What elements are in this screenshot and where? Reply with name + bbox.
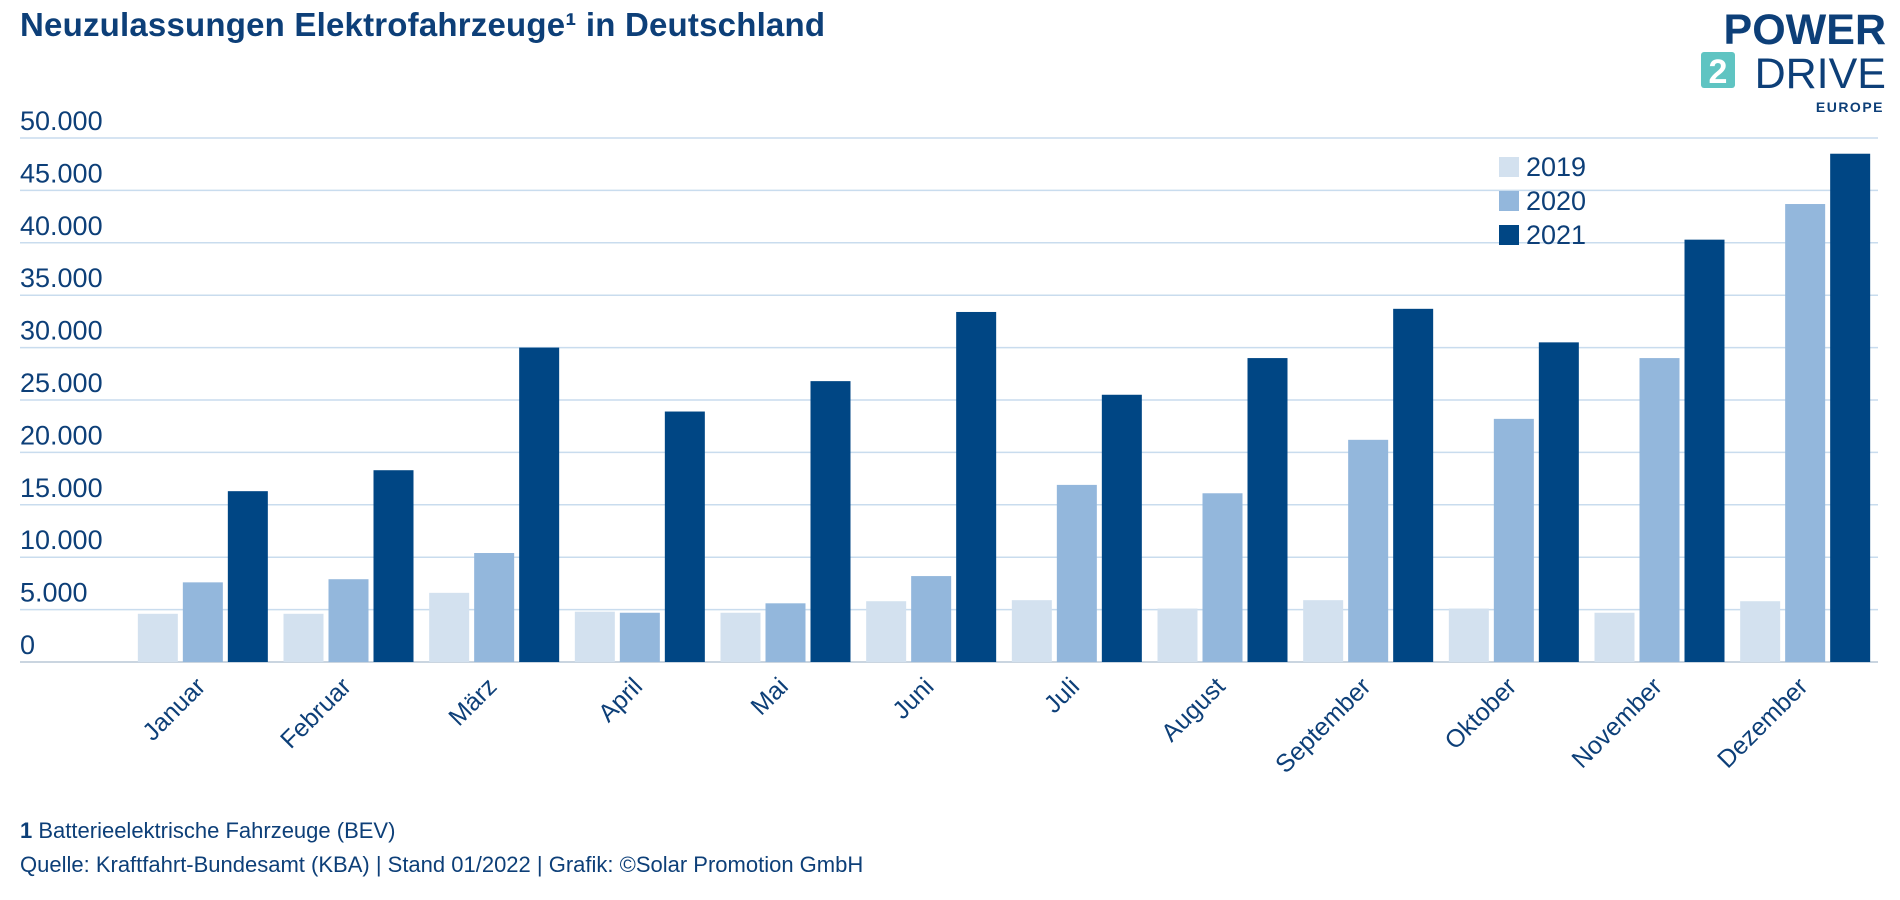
footnote-text: Batterieelektrische Fahrzeuge (BEV) <box>38 818 396 843</box>
x-tick-label: März <box>443 672 502 731</box>
bar-2019-juli <box>1011 600 1052 662</box>
bar-2021-oktober <box>1538 342 1579 662</box>
y-tick-label: 35.000 <box>20 263 103 293</box>
footnote-number: 1 <box>20 818 33 843</box>
legend-swatch-2020 <box>1499 191 1519 211</box>
x-tick-label: September <box>1270 672 1376 778</box>
bar-2019-januar <box>137 613 178 662</box>
logo-europe-text: EUROPE <box>1816 99 1884 115</box>
bar-2021-märz <box>519 347 560 662</box>
x-tick-label: Juni <box>887 672 939 724</box>
x-tick-label: Dezember <box>1712 672 1813 773</box>
bar-2020-januar <box>182 582 223 662</box>
y-axis-ticks: 0 5.000 10.000 15.000 20.000 25.000 30.000 35.0… <box>20 106 103 660</box>
bar-2019-april <box>574 611 615 662</box>
y-tick-label: 25.000 <box>20 368 103 398</box>
bar-2021-september <box>1393 308 1434 662</box>
chart-title: Neuzulassungen Elektrofahrzeuge¹ in Deut… <box>20 6 826 43</box>
x-tick-label: November <box>1566 672 1667 773</box>
bar-2021-april <box>664 411 705 662</box>
y-tick-label: 5.000 <box>20 578 88 608</box>
x-tick-label: Juli <box>1039 672 1085 718</box>
bar-2021-dezember <box>1830 153 1871 662</box>
x-tick-label: Oktober <box>1439 672 1522 755</box>
x-tick-label: Januar <box>137 672 211 746</box>
source-note: Quelle: Kraftfahrt-Bundesamt (KBA) | Sta… <box>20 852 864 877</box>
bar-2021-januar <box>227 491 268 662</box>
bar-2019-oktober <box>1448 608 1489 662</box>
logo-power-text: POWER <box>1724 6 1886 54</box>
bar-2019-juni <box>866 601 907 662</box>
legend-label: 2019 <box>1526 152 1586 182</box>
bar-2021-november <box>1684 239 1725 662</box>
bar-2020-november <box>1639 358 1680 662</box>
bar-2019-november <box>1594 612 1635 662</box>
bar-2020-august <box>1202 493 1243 662</box>
y-tick-label: 45.000 <box>20 158 103 188</box>
bar-2021-februar <box>373 470 414 662</box>
bar-2020-april <box>619 612 660 662</box>
x-axis-ticks: Januar Februar März April Mai Juni Juli August S… <box>137 672 1813 778</box>
bar-2020-juni <box>911 576 952 662</box>
y-tick-label: 20.000 <box>20 420 103 450</box>
bar-2019-dezember <box>1740 601 1781 662</box>
bar-2019-september <box>1303 600 1344 662</box>
x-tick-label: August <box>1156 672 1231 747</box>
bar-2020-juli <box>1056 484 1097 662</box>
bar-2021-juni <box>956 311 997 662</box>
bar-2019-mai <box>720 612 761 662</box>
legend-swatch-2019 <box>1499 157 1519 177</box>
bar-2020-oktober <box>1493 418 1534 662</box>
gridlines <box>20 137 1878 663</box>
legend: 2019 2020 2021 <box>1499 152 1586 250</box>
logo-digit-text: 2 <box>1709 53 1728 91</box>
legend-label: 2021 <box>1526 220 1586 250</box>
bar-2019-februar <box>283 613 324 662</box>
y-tick-label: 30.000 <box>20 316 103 346</box>
x-tick-label: April <box>593 672 648 727</box>
bar-2020-märz <box>474 553 515 662</box>
legend-label: 2020 <box>1526 186 1586 216</box>
y-tick-label: 0 <box>20 630 35 660</box>
bar-chart: 0 5.000 10.000 15.000 20.000 25.000 30.000 35.0… <box>20 106 1878 779</box>
y-tick-label: 10.000 <box>20 525 103 555</box>
bar-2020-februar <box>328 579 369 662</box>
footnote: 1 Batterieelektrische Fahrzeuge (BEV) <box>20 818 395 844</box>
y-tick-label: 40.000 <box>20 211 103 241</box>
bar-2019-märz <box>429 592 470 662</box>
bar-2021-juli <box>1101 394 1142 662</box>
bar-2020-mai <box>765 603 806 662</box>
logo-drive-text: DRIVE <box>1755 50 1886 98</box>
power2drive-logo: POWER 2 DRIVE EUROPE <box>1701 6 1886 115</box>
bar-2020-dezember <box>1785 204 1826 663</box>
bar-2019-august <box>1157 608 1198 662</box>
x-tick-label: Mai <box>745 672 793 720</box>
x-tick-label: Februar <box>275 672 357 754</box>
bar-2020-september <box>1348 439 1389 662</box>
y-tick-label: 15.000 <box>20 473 103 503</box>
logo-digit-box <box>1701 52 1735 88</box>
y-tick-label: 50.000 <box>20 106 103 136</box>
bar-2021-august <box>1247 358 1288 662</box>
bar-2021-mai <box>810 381 851 662</box>
legend-swatch-2021 <box>1499 225 1519 245</box>
bars <box>137 153 1871 663</box>
